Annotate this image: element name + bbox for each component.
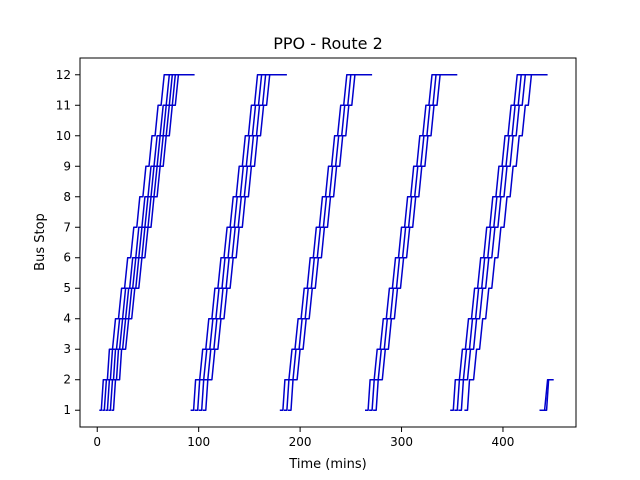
y-tick-label: 1 xyxy=(63,403,71,417)
bus-trajectory-line-15 xyxy=(373,74,458,411)
y-tick-label: 8 xyxy=(63,190,71,204)
x-tick-label: 100 xyxy=(187,435,210,449)
bus-trajectory-line-21 xyxy=(541,378,554,411)
y-tick-label: 6 xyxy=(63,251,71,265)
x-axis-label: Time (mins) xyxy=(288,457,366,472)
y-tick-label: 10 xyxy=(56,129,71,143)
x-tick-label: 200 xyxy=(289,435,312,449)
y-tick-label: 5 xyxy=(63,281,71,295)
y-tick-label: 3 xyxy=(63,342,71,356)
bus-trajectory-line-1 xyxy=(99,74,182,411)
x-tick-label: 400 xyxy=(492,435,515,449)
x-tick-label: 0 xyxy=(93,435,101,449)
y-axis-label: Bus Stop xyxy=(33,213,48,271)
x-axis: 0 100 200 300 400 xyxy=(93,427,514,449)
bus-trajectory-line-5 xyxy=(111,74,195,411)
x-tick-label: 300 xyxy=(390,435,413,449)
y-tick-label: 2 xyxy=(63,373,71,387)
series-layer xyxy=(99,74,554,411)
y-tick-label: 9 xyxy=(63,159,71,173)
bus-trajectory-line-12 xyxy=(287,74,373,411)
bus-trajectory-line-18 xyxy=(458,74,544,411)
y-tick-label: 7 xyxy=(63,220,71,234)
y-tick-label: 12 xyxy=(56,68,71,82)
y-tick-label: 11 xyxy=(56,98,71,112)
chart-title: PPO - Route 2 xyxy=(273,34,383,53)
plot-frame xyxy=(79,57,577,428)
bus-trajectory-line-9 xyxy=(202,74,287,411)
y-tick-label: 4 xyxy=(63,312,71,326)
bus-trajectory-line-19 xyxy=(464,74,548,411)
